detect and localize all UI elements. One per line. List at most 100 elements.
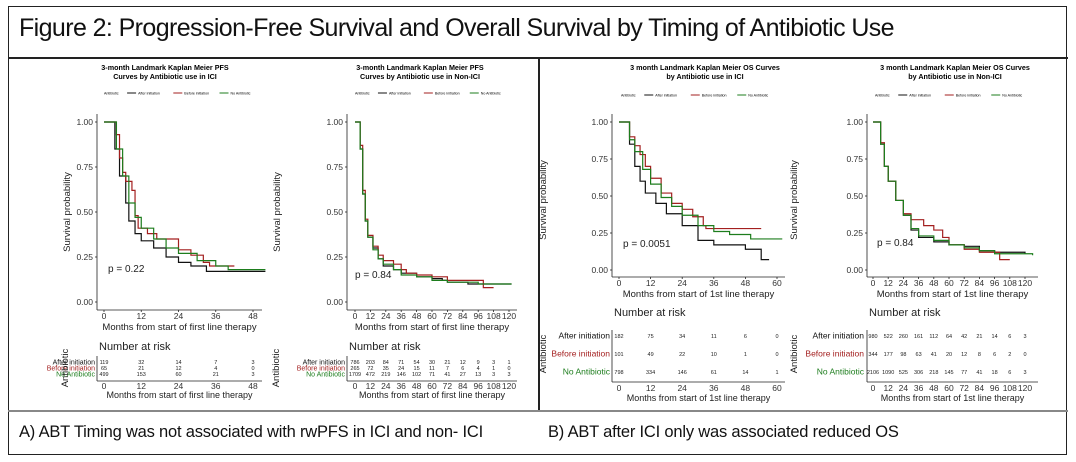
legend-label: No Antibiotic: [231, 92, 251, 96]
risk-count: 30: [429, 360, 435, 366]
risk-count: 3: [1023, 334, 1026, 340]
risk-count: 101: [614, 352, 623, 358]
risk-count: 41: [976, 370, 982, 376]
risk-count: 98: [900, 352, 906, 358]
chart-title-line: Curves by Antibiotic use in Non-ICI: [360, 72, 480, 81]
y-tick-label: 0.50: [326, 207, 343, 217]
risk-count: 75: [648, 334, 654, 340]
x-tick-label: 0: [102, 311, 107, 321]
p-value: p = 0.84: [877, 238, 914, 249]
risk-count: 14: [992, 334, 998, 340]
y-tick-label: 0.00: [846, 265, 863, 275]
risk-count: 0: [775, 334, 778, 340]
risk-table-x-tick-label: 36: [211, 381, 221, 391]
x-tick-label: 96: [990, 278, 1000, 288]
risk-count: 146: [397, 372, 406, 378]
chart-title-line: 3-month Landmark Kaplan Meier PFS: [356, 63, 484, 72]
risk-table-x-tick-label: 12: [366, 381, 376, 391]
risk-row-label: Before initiation: [297, 366, 345, 373]
x-tick-label: 48: [412, 311, 422, 321]
legend-label: No Antibiotic: [481, 92, 501, 96]
x-tick-label: 12: [137, 311, 147, 321]
risk-table-x-tick-label: 72: [443, 381, 453, 391]
risk-count: 203: [366, 360, 375, 366]
y-axis-label: Survival probability: [272, 172, 283, 252]
risk-table-x-tick-label: 108: [487, 381, 501, 391]
legend-label: Before initiation: [435, 92, 460, 96]
x-tick-label: 36: [396, 311, 406, 321]
risk-count: 12: [460, 360, 466, 366]
y-tick-label: 0.50: [591, 191, 608, 201]
risk-count: 334: [646, 370, 655, 376]
risk-table-title: Number at risk: [99, 341, 171, 353]
x-tick-label: 36: [211, 311, 221, 321]
x-axis-label: Months from start of 1st line therapy: [623, 289, 775, 300]
risk-count: 34: [679, 334, 685, 340]
risk-count: 153: [137, 372, 146, 378]
risk-count: 12: [961, 352, 967, 358]
risk-count: 218: [929, 370, 938, 376]
km-curve-before-initiation: [619, 121, 762, 230]
x-tick-label: 120: [1018, 278, 1032, 288]
risk-count: 1709: [349, 372, 361, 378]
risk-count: 63: [916, 352, 922, 358]
risk-count: 10: [711, 352, 717, 358]
risk-count: 3: [1023, 370, 1026, 376]
risk-table-x-tick-label: 120: [502, 381, 516, 391]
legend-label: After initiation: [655, 94, 677, 98]
risk-count: 64: [946, 334, 952, 340]
chart-title-line: 3-month Landmark Kaplan Meier PFS: [101, 63, 229, 72]
risk-table-x-tick-label: 60: [772, 383, 782, 393]
km-curve-after-initiation: [355, 121, 512, 285]
y-tick-label: 1.00: [846, 117, 863, 127]
x-tick-label: 48: [248, 311, 258, 321]
risk-count: 980: [868, 334, 877, 340]
risk-count: 499: [99, 372, 108, 378]
risk-table-x-tick-label: 60: [427, 381, 437, 391]
risk-count: 35: [383, 366, 389, 372]
legend-title: Antibiotic: [104, 92, 119, 96]
y-tick-label: 0.75: [76, 162, 93, 172]
risk-row-label: Before initiation: [47, 366, 95, 373]
risk-count: 525: [899, 370, 908, 376]
risk-count: 12: [175, 366, 181, 372]
caption-a: A) ABT Timing was not associated with rw…: [19, 423, 483, 441]
km-curve-no-antibiotic: [873, 121, 1034, 256]
risk-table-x-tick-label: 48: [412, 381, 422, 391]
caption-divider: [8, 410, 1068, 412]
y-tick-label: 0.75: [591, 154, 608, 164]
x-tick-label: 12: [366, 311, 376, 321]
x-tick-label: 24: [174, 311, 184, 321]
risk-count: 344: [868, 352, 877, 358]
risk-count: 77: [961, 370, 967, 376]
chart-title-line: 3 month Landmark Kaplan Meier OS Curves: [630, 63, 780, 72]
caption-b: B) ABT after ICI only was associated red…: [548, 423, 899, 441]
km-panel-2: 3-month Landmark Kaplan Meier PFSCurves …: [271, 63, 517, 400]
p-value: p = 0.0051: [623, 239, 671, 250]
risk-count: 119: [100, 360, 109, 366]
risk-table-x-tick-label: 0: [617, 383, 622, 393]
risk-table-x-tick-label: 84: [458, 381, 468, 391]
risk-row-label: After initiation: [53, 360, 96, 367]
legend-label: After initiation: [138, 92, 160, 96]
y-tick-label: 0.75: [846, 154, 863, 164]
km-curve-before-initiation: [104, 121, 235, 267]
risk-count: 472: [366, 372, 375, 378]
x-tick-label: 120: [502, 311, 516, 321]
risk-row-label: No Antibiotic: [306, 372, 345, 379]
risk-table-x-tick-label: 84: [975, 383, 985, 393]
risk-count: 41: [931, 352, 937, 358]
p-value: p = 0.84: [355, 270, 392, 281]
x-tick-label: 24: [381, 311, 391, 321]
x-tick-label: 0: [353, 311, 358, 321]
x-tick-label: 48: [741, 278, 751, 288]
risk-count: 21: [213, 372, 219, 378]
title-divider: [8, 57, 1068, 59]
risk-count: 54: [414, 360, 420, 366]
risk-count: 6: [1008, 370, 1011, 376]
risk-count: 2106: [867, 370, 879, 376]
risk-table-x-tick-label: 24: [174, 381, 184, 391]
legend-label: After initiation: [909, 94, 931, 98]
risk-row-label: After initiation: [303, 360, 346, 367]
risk-count: 786: [350, 360, 359, 366]
